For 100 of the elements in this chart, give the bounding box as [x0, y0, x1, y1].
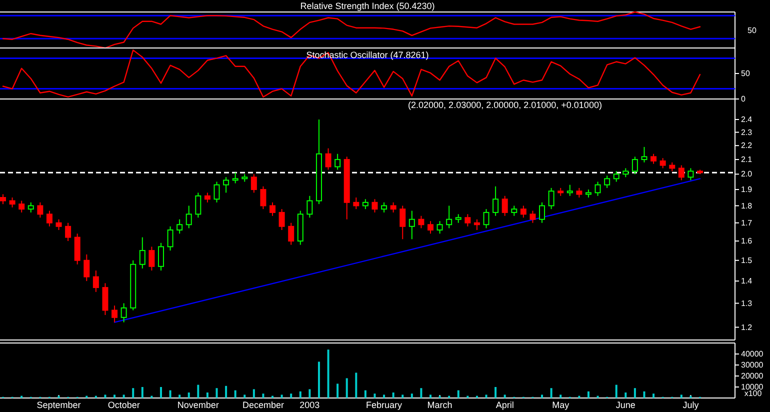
candlestick [641, 146, 648, 163]
candlestick [650, 153, 657, 164]
x-tick-label: March [427, 400, 452, 410]
candlestick [278, 208, 285, 230]
candlestick [483, 208, 490, 229]
candlestick [167, 226, 174, 252]
candlestick [381, 202, 388, 213]
y-tick-label: 40000 [741, 350, 764, 359]
y-tick-label: 2.1 [741, 155, 753, 164]
x-tick-label: October [108, 400, 140, 410]
candlestick [372, 198, 378, 213]
x-tick-label: December [242, 400, 284, 410]
bar [541, 394, 544, 398]
y-tick-label: 1.7 [741, 218, 753, 228]
line-series [2, 49, 701, 98]
candlestick [288, 222, 294, 246]
candlestick [9, 197, 16, 208]
bar [132, 388, 134, 398]
y-tick-label: 1.6 [741, 236, 753, 246]
candlestick [92, 270, 99, 292]
candlestick [195, 192, 202, 218]
candlestick [120, 302, 127, 323]
bar [410, 394, 413, 398]
bar [652, 394, 655, 398]
x-tick-label: September [36, 400, 81, 410]
x-tick-label: November [177, 400, 219, 410]
bar [318, 362, 320, 398]
candlestick [530, 210, 536, 224]
candlestick [678, 164, 684, 181]
candlestick [604, 175, 610, 188]
candlestick [270, 202, 276, 216]
text: x100 [744, 389, 762, 398]
candlestick [214, 181, 220, 203]
y-tick-label: 2.3 [741, 128, 753, 137]
bar [364, 390, 366, 398]
candlestick [446, 205, 452, 229]
y-tick-label: 20000 [741, 372, 764, 381]
candlestick [250, 174, 257, 194]
candlestick [400, 205, 406, 240]
candlestick [306, 195, 313, 218]
candlestick [548, 187, 554, 210]
bar [420, 388, 422, 398]
candlestick [474, 218, 480, 230]
candlestick [362, 198, 368, 210]
candlestick [204, 192, 210, 203]
candlestick [594, 181, 601, 196]
candlestick [436, 220, 443, 234]
candlestick [511, 205, 518, 216]
x-tick-label: February [366, 400, 403, 410]
candlestick [0, 194, 6, 205]
bar [169, 390, 172, 398]
bar [114, 394, 116, 398]
bar [225, 386, 228, 398]
bar [244, 394, 246, 398]
x-tick-label: June [616, 400, 636, 410]
chart-title: Relative Strength Index (50.4230) [300, 1, 435, 11]
y-tick-label: 1.2 [741, 322, 753, 332]
bar [178, 394, 181, 398]
bar [550, 388, 552, 398]
chart-title: (2.02000, 2.03000, 2.00000, 2.01000, +0.01000) [408, 100, 602, 110]
bar [308, 389, 311, 398]
candlestick [613, 170, 620, 182]
y-tick-label: 2.4 [741, 115, 753, 124]
candlestick [353, 197, 360, 210]
candlestick [223, 176, 230, 194]
y-tick-label: 0 [741, 94, 746, 104]
y-tick-label: 1.3 [741, 298, 753, 308]
candlestick [464, 214, 471, 227]
candlestick [427, 220, 434, 234]
candlestick [390, 202, 396, 213]
bar [346, 378, 348, 398]
bar [680, 394, 682, 398]
bar [299, 391, 302, 398]
candlestick [18, 200, 25, 213]
candlestick [502, 195, 508, 216]
candlestick [65, 222, 72, 242]
bar [374, 394, 376, 398]
bar [104, 394, 106, 398]
candlestick [260, 186, 266, 210]
y-tick-label: 1.9 [741, 185, 753, 194]
candlestick [139, 236, 146, 269]
bar [587, 391, 590, 398]
candlestick [660, 158, 666, 169]
candlestick [74, 233, 80, 265]
bar [280, 394, 283, 398]
bar [402, 394, 404, 398]
bar [206, 392, 208, 398]
candlestick [232, 172, 238, 184]
candlestick [688, 168, 694, 181]
candlestick [632, 156, 638, 175]
bar [355, 372, 358, 398]
bar [457, 390, 460, 398]
bar [615, 384, 618, 398]
y-tick-label: 2.0 [741, 170, 753, 179]
y-tick-label: 30000 [741, 360, 764, 370]
candlestick [176, 218, 183, 234]
candlestick [37, 202, 44, 218]
bar [188, 392, 190, 398]
candlestick [46, 210, 52, 227]
candlestick [325, 148, 332, 170]
